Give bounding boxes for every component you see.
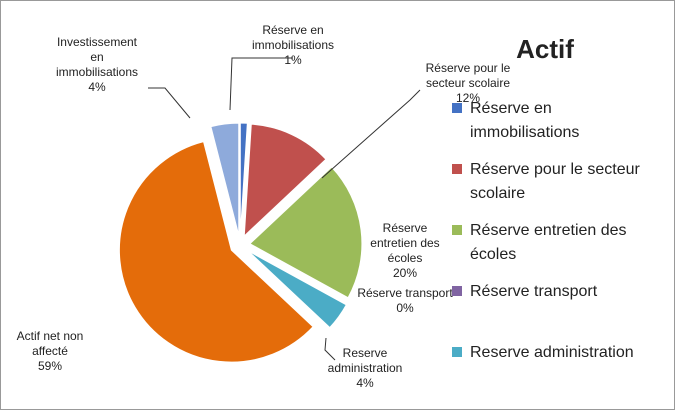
legend-swatch	[452, 103, 462, 113]
leader-line	[229, 57, 293, 111]
slice-value-label: 12%	[456, 91, 480, 105]
chart-title: Actif	[516, 34, 574, 64]
slice-value-label: 0%	[396, 301, 414, 315]
pie-slice	[249, 166, 363, 299]
legend-swatch	[452, 286, 462, 296]
legend-label: Réserve transport	[470, 283, 598, 300]
slice-value-label: 59%	[38, 359, 62, 373]
slice-label: Investissement en immobilisations	[56, 35, 138, 79]
pie-slice	[247, 250, 347, 329]
slice-label: Réserve en immobilisations	[252, 23, 334, 52]
legend-swatch	[452, 225, 462, 235]
slice-label: Réserve entretien des écoles	[370, 221, 439, 265]
leader-line	[321, 89, 421, 179]
slice-label: Réserve transport	[357, 286, 453, 300]
legend-label: Reserve administration	[470, 344, 634, 361]
slice-value-label: 4%	[356, 376, 374, 390]
pie-slice	[239, 122, 248, 236]
legend-swatch	[452, 164, 462, 174]
leader-line	[324, 337, 336, 361]
legend-label: Réserve en immobilisations	[470, 100, 579, 141]
slice-label: Réserve pour le secteur scolaire	[426, 61, 511, 90]
slice-value-label: 1%	[284, 53, 302, 67]
slice-value-label: 4%	[88, 80, 106, 94]
leader-line	[148, 87, 191, 119]
slice-label: Reserve administration	[328, 346, 403, 375]
slice-label: Actif net non affecté	[17, 329, 84, 358]
pie-slice	[210, 122, 240, 236]
legend-label: Réserve entretien des écoles	[470, 222, 627, 263]
legend-label: Réserve pour le secteur scolaire	[470, 161, 641, 202]
slice-value-label: 20%	[393, 266, 417, 280]
pie-slice	[248, 249, 348, 305]
pie-slice	[243, 123, 327, 238]
pie-slice	[118, 140, 314, 363]
legend-swatch	[452, 347, 462, 357]
